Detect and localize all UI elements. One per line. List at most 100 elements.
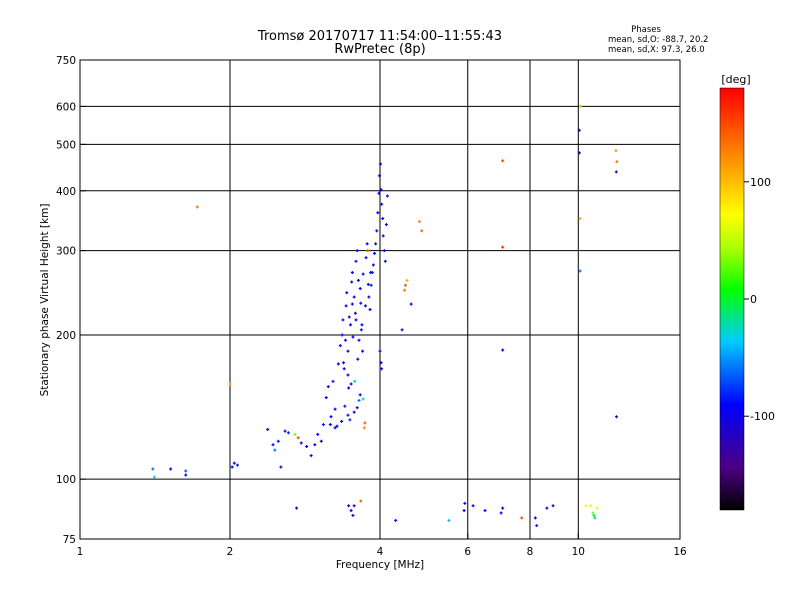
data-point (340, 333, 344, 337)
data-point (380, 202, 384, 206)
data-point (365, 242, 369, 246)
data-point (614, 170, 618, 174)
data-point (501, 245, 505, 249)
data-point (584, 504, 588, 508)
data-point (374, 242, 378, 246)
data-point (501, 348, 505, 352)
y-tick-label: 500 (56, 139, 76, 151)
data-point (350, 280, 354, 284)
phase-stats-x: mean, sd,X: 97.3, 26.0 (608, 45, 705, 55)
colorbar-ticks: 100 0 -100 (744, 176, 775, 423)
x-tick-label: 2 (227, 546, 234, 558)
data-point (379, 162, 383, 166)
data-point (593, 516, 597, 520)
data-point (589, 504, 593, 508)
data-point (293, 432, 297, 436)
data-point (501, 506, 505, 510)
data-point (368, 308, 372, 312)
data-point (353, 311, 357, 315)
data-point (352, 295, 356, 299)
data-point (577, 151, 581, 155)
data-point (295, 506, 299, 510)
data-point (350, 271, 354, 275)
data-point (614, 415, 618, 419)
colorbar-tick-label: 100 (750, 176, 771, 189)
data-point (463, 501, 467, 505)
data-point (592, 513, 596, 517)
y-tick-label: 750 (56, 55, 76, 67)
data-point (379, 361, 383, 365)
data-point (371, 263, 375, 267)
data-point (362, 426, 366, 430)
data-point (152, 475, 156, 479)
data-point (363, 304, 367, 308)
data-point (279, 465, 283, 469)
data-point (349, 509, 353, 513)
data-point (343, 338, 347, 342)
data-point (235, 463, 239, 467)
data-point (357, 398, 361, 402)
data-point (348, 323, 352, 327)
data-point (184, 473, 188, 477)
data-point (363, 421, 367, 425)
data-point (326, 385, 330, 389)
colorbar-tick-label: 0 (750, 293, 757, 306)
y-tick-label: 300 (56, 246, 76, 258)
data-point (355, 406, 359, 410)
data-point (591, 511, 595, 515)
data-point (350, 302, 354, 306)
data-point (324, 396, 328, 400)
data-point (353, 379, 357, 383)
data-point (340, 419, 344, 423)
data-point (346, 349, 350, 353)
data-point (578, 269, 582, 273)
data-point (359, 499, 363, 503)
data-point (296, 436, 300, 440)
data-point (409, 302, 413, 306)
data-point (417, 220, 421, 224)
data-point (347, 315, 351, 319)
data-point (305, 444, 309, 448)
data-point (169, 467, 173, 471)
data-point (483, 509, 487, 513)
x-tick-label: 6 (464, 546, 471, 558)
data-point (447, 518, 451, 522)
data-point (471, 504, 475, 508)
data-point (345, 291, 349, 295)
data-point (336, 362, 340, 366)
data-point (578, 217, 582, 221)
data-point (356, 278, 360, 282)
colorbar-tick-label: -100 (750, 410, 775, 423)
data-point (595, 506, 599, 510)
data-point (271, 443, 275, 447)
data-point (276, 439, 280, 443)
data-point (352, 410, 356, 414)
data-point (348, 418, 352, 422)
data-point (535, 524, 539, 528)
data-point (403, 288, 407, 292)
data-point (366, 282, 370, 286)
data-point (266, 427, 270, 431)
data-point (299, 441, 303, 445)
data-point (232, 461, 236, 465)
data-point (520, 516, 524, 520)
data-point (360, 323, 364, 327)
data-point (195, 205, 199, 209)
data-point (333, 426, 337, 430)
data-point (551, 504, 555, 508)
data-point (578, 104, 582, 108)
data-point (400, 328, 404, 332)
data-point (383, 259, 387, 263)
data-point (394, 518, 398, 522)
data-point (347, 386, 351, 390)
data-point (319, 439, 323, 443)
data-point (377, 191, 381, 195)
data-point (378, 349, 382, 353)
data-point (420, 229, 424, 233)
chart-subtitle: RwPretec (8p) (334, 42, 425, 57)
chart-title: Tromsø 20170717 11:54:00–11:55:43 (257, 29, 502, 44)
data-point (352, 504, 356, 508)
y-tick-label: 200 (56, 330, 76, 342)
data-point (358, 393, 362, 397)
data-point (462, 509, 466, 513)
